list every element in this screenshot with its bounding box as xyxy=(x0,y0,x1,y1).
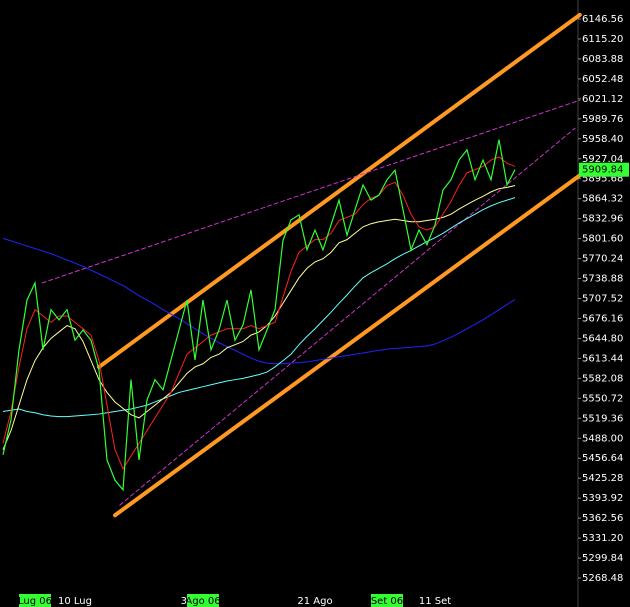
series-line xyxy=(2,185,516,450)
y-tick-label: 5676.16 xyxy=(582,313,623,324)
y-tick-label: 5488.00 xyxy=(582,433,623,444)
x-tick-label: 21 Ago xyxy=(297,596,332,607)
month-label: Ago 06 xyxy=(185,596,220,607)
y-tick-label: 5456.64 xyxy=(582,453,623,464)
y-tick-label: 5738.88 xyxy=(582,274,623,285)
trendline xyxy=(97,12,582,369)
y-tick-label: 5425.28 xyxy=(582,473,623,484)
last-price-box xyxy=(579,162,629,177)
y-tick-label: 5770.24 xyxy=(582,254,623,265)
y-tick-label: 5393.92 xyxy=(582,493,623,504)
y-tick-label: 5644.80 xyxy=(582,333,623,344)
month-label: Set 06 xyxy=(371,596,403,607)
y-tick-label: 5832.96 xyxy=(582,214,623,225)
series-line xyxy=(2,197,516,418)
y-tick-label: 5268.48 xyxy=(582,573,623,584)
series-line xyxy=(2,156,516,470)
month-box xyxy=(19,594,51,607)
series-line xyxy=(2,139,516,492)
y-tick-label: 6021.12 xyxy=(582,94,623,105)
y-tick-label: 5864.32 xyxy=(582,194,623,205)
y-tick-label: 5331.20 xyxy=(582,533,623,544)
month-label: Lug 06 xyxy=(18,596,52,607)
y-tick-label: 5958.40 xyxy=(582,134,623,145)
last-price-label: 5909.84 xyxy=(582,165,623,176)
y-tick-label: 6083.88 xyxy=(582,54,623,65)
y-tick-label: 6146.56 xyxy=(582,14,623,25)
y-tick-label: 5582.08 xyxy=(582,373,623,384)
month-box xyxy=(187,594,219,607)
trendline xyxy=(113,173,582,518)
x-tick-label: 11 Set xyxy=(419,596,451,607)
y-tick-label: 5927.04 xyxy=(582,154,623,165)
x-tick-label: 10 Lug xyxy=(58,596,92,607)
y-tick-label: 6052.48 xyxy=(582,74,623,85)
series-line xyxy=(2,237,516,365)
y-tick-label: 5707.52 xyxy=(582,294,623,305)
month-box xyxy=(371,594,403,607)
y-tick-label: 5801.60 xyxy=(582,234,623,245)
y-tick-label: 5989.76 xyxy=(582,114,623,125)
y-tick-label: 5895.68 xyxy=(582,174,623,185)
y-tick-label: 5299.84 xyxy=(582,553,623,564)
y-tick-label: 5550.72 xyxy=(582,393,623,404)
y-tick-label: 5362.56 xyxy=(582,513,623,524)
y-tick-label: 6115.20 xyxy=(582,34,623,45)
y-tick-label: 5519.36 xyxy=(582,413,623,424)
trendline xyxy=(119,127,576,506)
y-tick-label: 5613.44 xyxy=(582,353,623,364)
trendline xyxy=(41,99,581,284)
